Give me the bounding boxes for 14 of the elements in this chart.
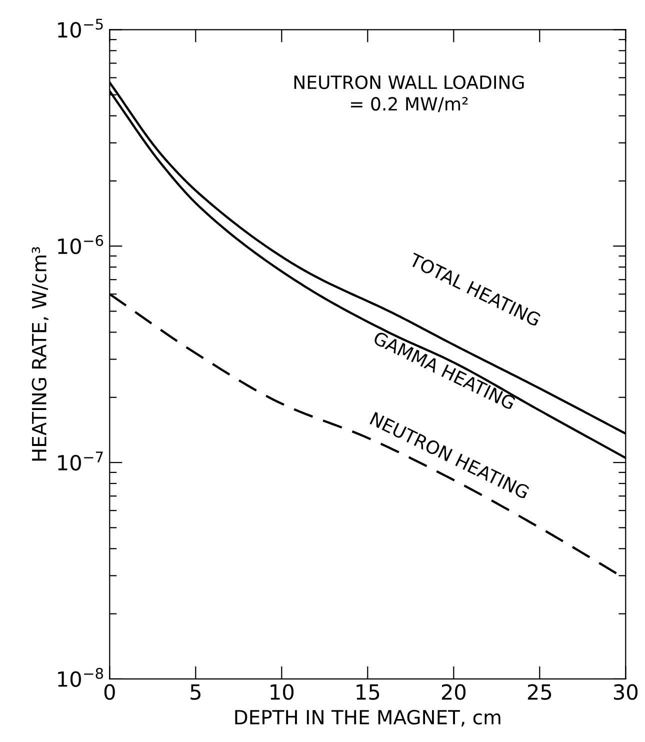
y-tick-label: 10$^{−7}$ — [58, 452, 103, 471]
y-tick-label: 10$^{−8}$ — [58, 668, 104, 687]
x-tick-label: 15 — [356, 684, 380, 700]
y-tick-label: 10$^{−5}$ — [58, 18, 103, 38]
x-tick-label: 25 — [528, 684, 552, 700]
x-tick-label: 30 — [614, 684, 638, 700]
y-tick-label: 10$^{−6}$ — [58, 235, 104, 254]
annotation: NEUTRON WALL LOADING = 0.2 MW/m² — [294, 75, 524, 112]
x-tick-label: 10 — [270, 684, 294, 700]
x-tick-label: 5 — [190, 684, 200, 700]
x-tick-label: 0 — [104, 684, 115, 700]
y-axis-title: HEATING RATE, W/cm³ — [32, 247, 48, 461]
x-tick-label: 20 — [442, 684, 466, 700]
x-axis-title: DEPTH IN THE MAGNET, cm — [235, 710, 500, 727]
